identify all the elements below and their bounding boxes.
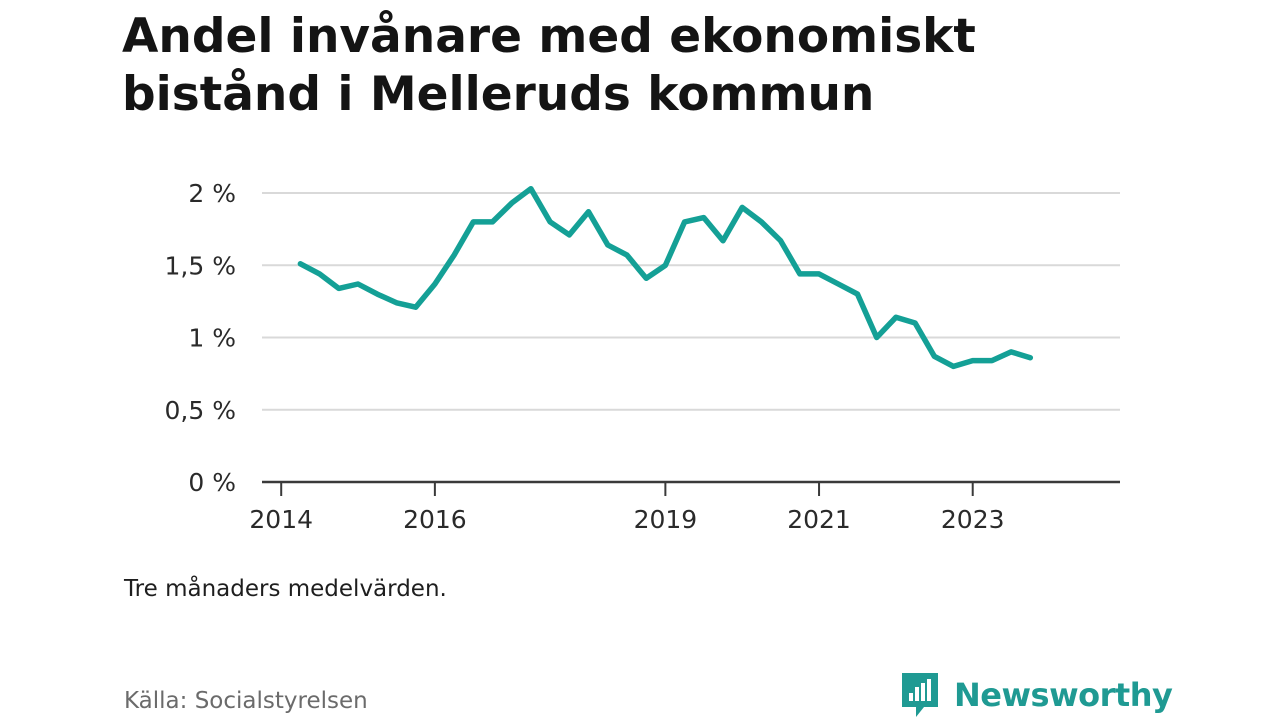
y-tick-label: 2 % (188, 179, 236, 208)
line-chart: 0 % 0,5 % 1 % 1,5 % 2 % 2014 2016 2019 2021 2023 (165, 179, 1120, 534)
brand-name: Newsworthy (954, 676, 1173, 714)
newsworthy-logo-icon (902, 673, 938, 717)
chart-note: Tre månaders medelvärden. (124, 576, 447, 602)
brand-logo[interactable]: Newsworthy (900, 670, 1173, 720)
x-tick-label: 2014 (249, 505, 313, 534)
x-tick-label: 2019 (634, 505, 698, 534)
series-line-0 (297, 185, 1034, 370)
source-text: Källa: Socialstyrelsen (124, 688, 368, 714)
x-tick-label: 2021 (787, 505, 851, 534)
y-tick-label: 1,5 % (165, 251, 236, 280)
gridlines (262, 192, 1120, 411)
series-layer (297, 185, 1034, 370)
y-axis: 0 % 0,5 % 1 % 1,5 % 2 % (165, 179, 236, 497)
y-tick-label: 0 % (188, 468, 236, 497)
y-tick-label: 0,5 % (165, 396, 236, 425)
y-tick-label: 1 % (188, 324, 236, 353)
chart-title: Andel invånare med ekonomiskt bistånd i … (122, 9, 976, 122)
x-tick-label: 2016 (403, 505, 467, 534)
x-tick-label: 2023 (941, 505, 1005, 534)
x-axis: 2014 2016 2019 2021 2023 (249, 480, 1120, 534)
